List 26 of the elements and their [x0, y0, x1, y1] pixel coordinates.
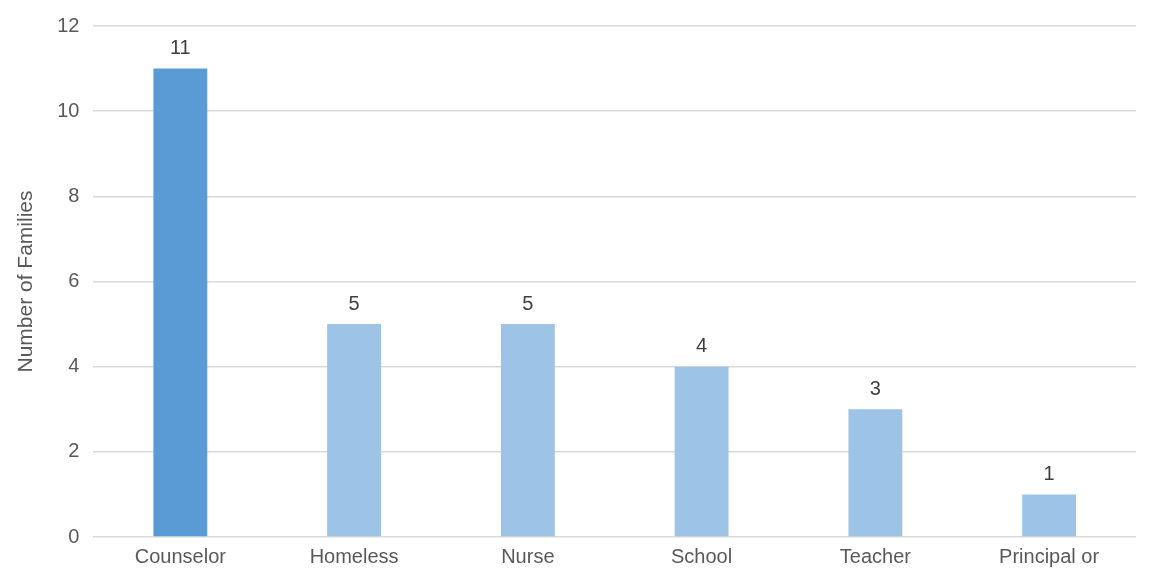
- y-tick-label: 2: [68, 439, 80, 462]
- y-tick-label: 0: [68, 524, 80, 547]
- bar: [848, 409, 903, 537]
- bar: [327, 324, 382, 537]
- y-tick-label: 4: [68, 354, 80, 377]
- x-tick-label: Nurse: [501, 544, 555, 567]
- bar: [674, 366, 729, 537]
- data-label: 3: [869, 376, 881, 399]
- data-label: 1: [1043, 461, 1055, 484]
- data-label: 4: [696, 334, 708, 357]
- bar: [1022, 494, 1077, 537]
- bar: [500, 324, 555, 537]
- data-label: 5: [348, 291, 360, 314]
- y-tick-label: 8: [68, 183, 80, 206]
- y-tick-label: 12: [57, 13, 80, 36]
- y-tick-label: 6: [68, 269, 80, 292]
- data-label: 11: [169, 36, 191, 59]
- data-label: 5: [522, 291, 534, 314]
- x-tick-label: Homeless: [309, 544, 399, 567]
- x-tick-label: Counselor: [134, 544, 227, 567]
- y-axis-title: Number of Families: [13, 190, 37, 373]
- bar: [153, 68, 208, 537]
- x-tick-label: School: [671, 544, 733, 567]
- x-tick-label: Principal or: [999, 544, 1100, 567]
- x-tick-label: Teacher: [839, 544, 912, 567]
- y-tick-label: 10: [57, 98, 80, 121]
